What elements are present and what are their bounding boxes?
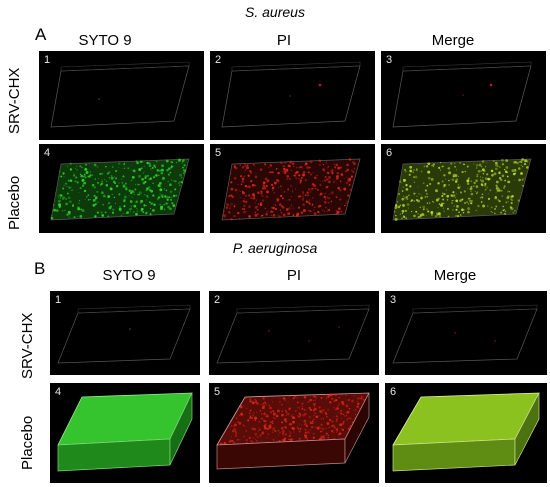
row-label-srv-chx-a: SRV-CHX	[6, 67, 23, 134]
column-header-pi-a: PI	[276, 32, 292, 49]
micrograph-a3-merge-srv-chx: 3	[381, 51, 546, 140]
column-header-pi-b: PI	[286, 267, 302, 284]
row-label-srv-chx-b: SRV-CHX	[19, 312, 36, 379]
micrograph-a1-syto9-srv-chx: 1	[39, 51, 204, 140]
species-title-p-aeruginosa: P. aeruginosa	[232, 240, 318, 256]
micrograph-a5-pi-placebo: 5	[210, 144, 375, 233]
tile-number: 1	[55, 294, 62, 306]
tile-number: 2	[214, 294, 221, 306]
tile-number: 5	[214, 386, 221, 398]
species-title-s-aureus: S. aureus	[245, 4, 305, 20]
micrograph-b4-syto9-placebo: 4	[50, 383, 200, 483]
micrograph-b2-pi-srv-chx: 2	[209, 291, 379, 375]
micrograph-a6-merge-placebo: 6	[381, 144, 546, 233]
tile-number: 4	[44, 147, 51, 159]
tile-number: 5	[215, 147, 222, 159]
tile-number: 6	[386, 147, 393, 159]
tile-number: 2	[215, 54, 222, 66]
column-header-merge-b: Merge	[433, 267, 477, 284]
tile-number: 6	[390, 386, 397, 398]
micrograph-b3-merge-srv-chx: 3	[385, 291, 547, 375]
column-header-merge-a: Merge	[431, 32, 475, 49]
micrograph-b6-merge-placebo: 6	[385, 383, 547, 483]
micrograph-a4-syto9-placebo: 4	[39, 144, 204, 233]
panel-letter-b: B	[34, 259, 46, 278]
row-label-placebo-a: Placebo	[6, 175, 23, 230]
micrograph-a2-pi-srv-chx: 2	[210, 51, 375, 140]
tile-number: 3	[386, 54, 393, 66]
column-header-syto9-a: SYTO 9	[78, 32, 132, 49]
micrograph-b5-pi-placebo: 5	[209, 383, 379, 483]
tile-number: 4	[55, 386, 62, 398]
panel-letter-a: A	[35, 25, 47, 44]
micrograph-b1-syto9-srv-chx: 1	[50, 291, 200, 375]
row-label-placebo-b: Placebo	[19, 415, 36, 470]
tile-number: 1	[44, 54, 51, 66]
column-header-syto9-b: SYTO 9	[102, 267, 156, 284]
tile-number: 3	[390, 294, 397, 306]
